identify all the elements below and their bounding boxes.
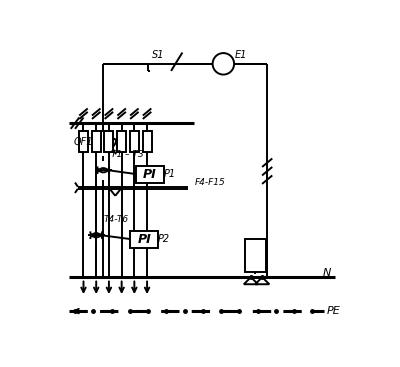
Text: PE: PE (326, 306, 340, 316)
Bar (117, 131, 126, 152)
Text: T4-T6: T4-T6 (104, 215, 128, 224)
Bar (92, 131, 101, 152)
Text: T1 – T3: T1 – T3 (111, 150, 144, 159)
Bar (79, 131, 88, 152)
Text: QF1: QF1 (74, 137, 93, 146)
Text: F4-F15: F4-F15 (195, 178, 226, 187)
Bar (130, 230, 158, 247)
Bar (104, 131, 114, 152)
Bar (136, 166, 164, 182)
Bar (142, 131, 152, 152)
Text: PI: PI (143, 167, 157, 181)
Text: N: N (322, 268, 331, 278)
Bar (244, 239, 266, 272)
Text: P1: P1 (164, 169, 176, 179)
Text: S1: S1 (152, 50, 165, 60)
Circle shape (213, 53, 234, 75)
Text: P2: P2 (158, 234, 170, 244)
Text: E1: E1 (235, 50, 247, 60)
Bar (130, 131, 139, 152)
Text: PI: PI (137, 233, 151, 246)
